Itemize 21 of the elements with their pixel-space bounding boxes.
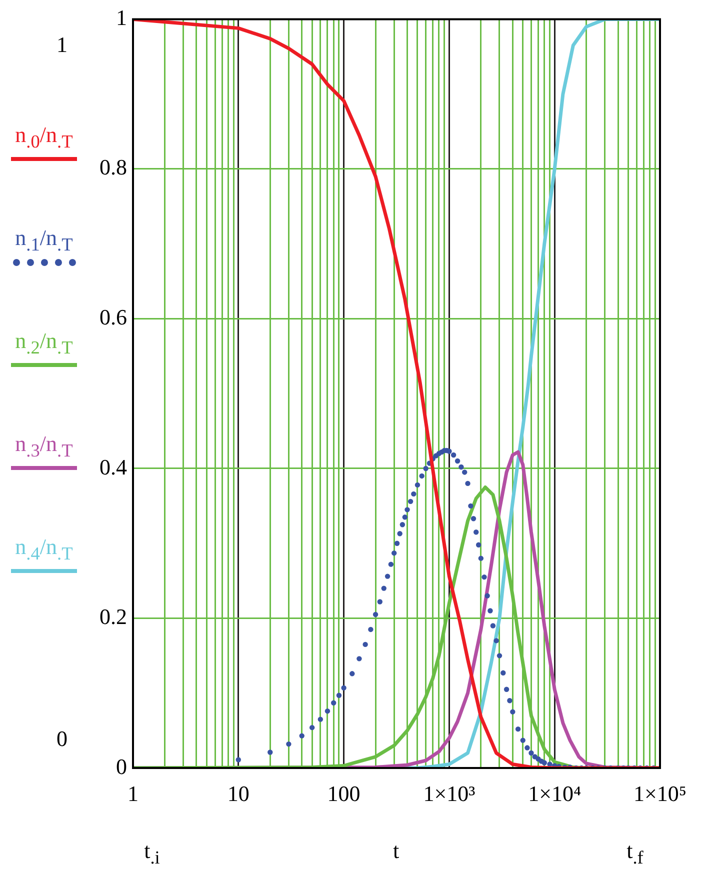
y-tick-label: 0.2 xyxy=(100,604,127,630)
x-tick-label: 1×10⁴ xyxy=(528,780,582,806)
text: 1 xyxy=(56,32,68,58)
y-tick-label: 0.8 xyxy=(100,154,127,180)
x-axis-title: t xyxy=(392,838,400,864)
text: n$_{.4}$/n$_{.T}$ xyxy=(15,534,73,564)
text: t$_{.f}$ xyxy=(626,838,644,868)
text: n$_{.1}$/n$_{.T}$ xyxy=(15,225,73,256)
text: n$_{.0}$/n$_{.T}$ xyxy=(15,122,73,152)
y-tick-label: 0.4 xyxy=(100,454,127,480)
y-tick-label: 0.6 xyxy=(100,304,127,330)
y-tick-label: 1 xyxy=(116,4,127,30)
text: 0 xyxy=(56,726,68,752)
text: n$_{.3}$/n$_{.T}$ xyxy=(15,430,73,462)
x-tick-label: 1×10³ xyxy=(423,780,476,806)
text: t$_{.i}$ xyxy=(144,838,160,868)
x-tick-label: 10 xyxy=(227,780,250,806)
x-tick-label: 1×10⁵ xyxy=(633,780,687,806)
x-tick-label: 100 xyxy=(327,780,360,806)
y-tick-label: 0 xyxy=(116,754,127,779)
text: n$_{.2}$/n$_{.T}$ xyxy=(15,328,73,358)
